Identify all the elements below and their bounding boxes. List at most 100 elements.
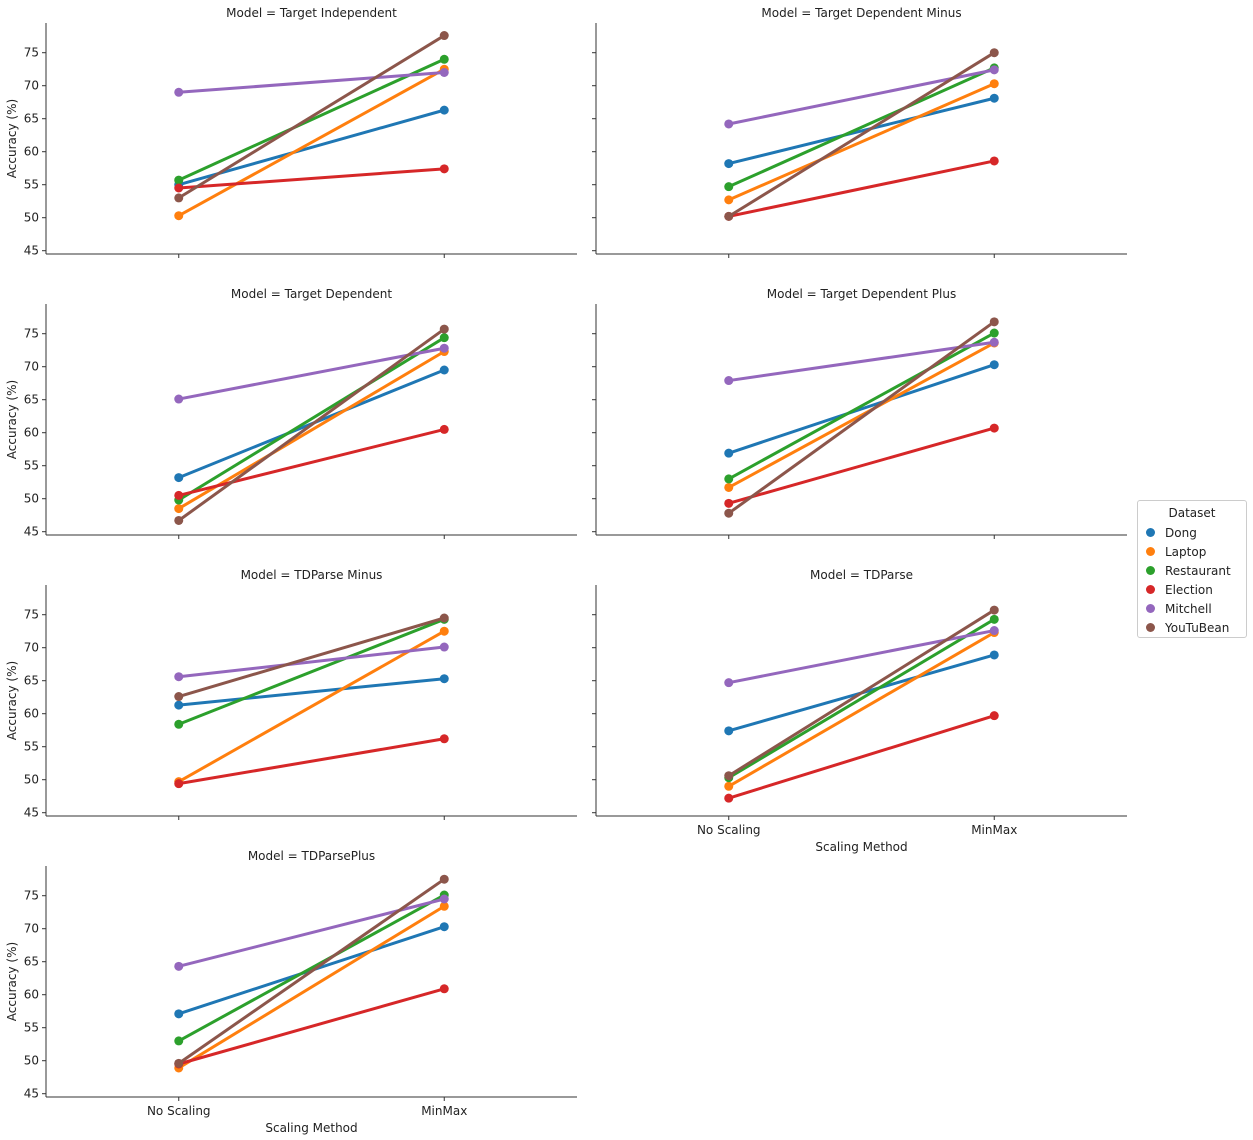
y-tick-label: 45 [24, 806, 39, 820]
series-line-election [178, 167, 445, 190]
series-line-restaurant [178, 893, 445, 1043]
y-tick-label: 50 [24, 492, 39, 506]
y-tick-label: 65 [24, 393, 39, 407]
facet-panel: Model = Target Dependent 45 50 55 60 65 70 75 Ac… [5, 287, 577, 539]
y-tick-label: 70 [24, 360, 39, 374]
facet-panel: Model = TDParse Minus 45 50 55 60 65 70 75 Accur… [5, 568, 577, 820]
data-point-youtubean [989, 48, 999, 58]
y-tick-label: 55 [24, 1021, 39, 1035]
facet-panel: Model = TDParse No Scaling MinMax Scaling M… [592, 568, 1127, 854]
data-point-dong [439, 674, 449, 684]
series-line-laptop [177, 904, 446, 1070]
series-line-laptop [728, 341, 995, 489]
data-point-dong [989, 360, 999, 370]
series-line-election [728, 714, 995, 800]
y-tick-label: 65 [24, 674, 39, 688]
y-tick-label: 50 [24, 773, 39, 787]
legend-item-mitchell: Mitchell [1146, 601, 1212, 617]
data-point-youtubean [724, 508, 734, 518]
series-line-election [178, 987, 445, 1066]
data-point-youtubean [174, 692, 184, 702]
series-line-restaurant [728, 66, 995, 189]
legend-label: Dong [1165, 526, 1197, 540]
y-tick-label: 55 [24, 459, 39, 473]
y-tick-label: 75 [24, 327, 39, 341]
panel-title: Model = Target Dependent Plus [767, 287, 956, 301]
legend-label: Laptop [1165, 545, 1207, 559]
data-point-dong [439, 105, 449, 115]
data-point-mitchell [439, 343, 449, 353]
data-point-youtubean [724, 211, 734, 221]
data-point-mitchell [439, 642, 449, 652]
data-point-election [724, 793, 734, 803]
series-line-laptop [177, 350, 446, 510]
facet-panel: Model = Target Dependent Minus [592, 6, 1127, 258]
data-point-mitchell [174, 672, 184, 682]
series-line-restaurant [177, 336, 446, 502]
legend-item-restaurant: Restaurant [1146, 563, 1231, 579]
series-line-dong [178, 677, 445, 707]
x-tick-label: MinMax [421, 1104, 467, 1118]
data-point-mitchell [989, 337, 999, 347]
data-point-dong [724, 726, 734, 736]
data-point-mitchell [724, 119, 734, 129]
data-point-youtubean [439, 324, 449, 334]
series-line-mitchell [178, 645, 445, 679]
y-tick-label: 50 [24, 1054, 39, 1068]
data-point-laptop [724, 781, 734, 791]
data-point-restaurant [439, 54, 449, 64]
data-point-laptop [724, 482, 734, 492]
data-point-election [174, 490, 184, 500]
data-point-election [439, 734, 449, 744]
series-line-laptop [178, 629, 445, 783]
data-point-mitchell [174, 961, 184, 971]
data-point-youtubean [439, 613, 449, 623]
data-point-election [439, 164, 449, 174]
y-axis-label: Accuracy (%) [5, 942, 19, 1021]
data-point-dong [989, 93, 999, 103]
data-point-restaurant [174, 719, 184, 729]
data-point-mitchell [724, 376, 734, 386]
data-point-youtubean [174, 193, 184, 203]
data-point-mitchell [439, 894, 449, 904]
data-point-laptop [989, 79, 999, 89]
series-line-restaurant [178, 57, 445, 182]
series-line-mitchell [728, 340, 995, 383]
legend-marker [1146, 585, 1155, 594]
data-point-youtubean [439, 874, 449, 884]
panel-title: Model = Target Dependent [231, 287, 392, 301]
data-point-youtubean [989, 605, 999, 615]
data-point-mitchell [174, 394, 184, 404]
y-tick-label: 45 [24, 244, 39, 258]
series-line-youtubean [727, 51, 996, 218]
y-tick-label: 55 [24, 178, 39, 192]
data-point-youtubean [724, 771, 734, 781]
series-line-election [728, 159, 995, 218]
data-point-dong [724, 159, 734, 169]
panel-title: Model = TDParse [810, 568, 913, 582]
data-point-restaurant [174, 1036, 184, 1046]
data-point-restaurant [989, 328, 999, 338]
x-axis-label: Scaling Method [265, 1121, 357, 1135]
y-tick-label: 60 [24, 145, 39, 159]
data-point-restaurant [439, 333, 449, 343]
series-line-dong [728, 363, 995, 455]
panel-title: Model = Target Independent [226, 6, 397, 20]
series-line-mitchell [178, 71, 445, 94]
y-tick-label: 70 [24, 641, 39, 655]
series-line-youtubean [177, 34, 446, 200]
y-tick-label: 45 [24, 1087, 39, 1101]
legend-title: Dataset [1168, 506, 1216, 520]
y-tick-label: 65 [24, 112, 39, 126]
legend-label: Mitchell [1165, 602, 1212, 616]
data-point-youtubean [439, 31, 449, 41]
facet-panel: Model = TDParsePlus 45 50 55 60 65 70 75 No Scal… [5, 849, 577, 1135]
legend-item-laptop: Laptop [1146, 544, 1206, 560]
legend-item-dong: Dong [1146, 525, 1197, 541]
data-point-dong [724, 448, 734, 458]
data-point-dong [174, 700, 184, 710]
legend-marker [1146, 547, 1155, 556]
series-line-youtubean [727, 608, 996, 778]
series-line-mitchell [178, 897, 445, 968]
